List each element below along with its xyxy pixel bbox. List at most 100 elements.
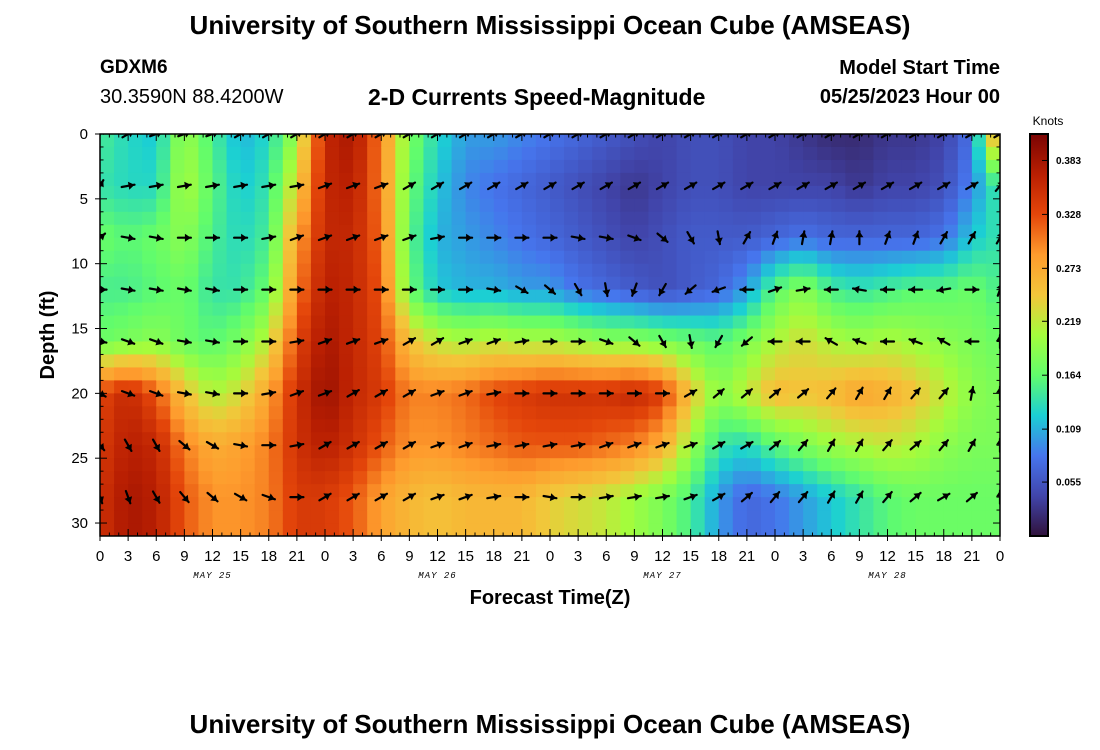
heatmap-cell (465, 354, 481, 369)
heatmap-cell (240, 367, 256, 381)
heatmap-cell (507, 146, 523, 161)
heatmap-cell (831, 159, 846, 174)
heatmap-cell (128, 471, 143, 485)
heatmap-cell (929, 354, 945, 369)
heatmap-cell (142, 432, 157, 446)
heatmap-cell (521, 211, 537, 226)
x-tick-label: 9 (180, 548, 188, 565)
heatmap-cell (817, 146, 832, 161)
heatmap-cell (367, 341, 382, 356)
heatmap-cell (128, 432, 143, 446)
heatmap-cell (296, 263, 312, 278)
heatmap-cell (859, 328, 875, 343)
current-vector-arrow (458, 441, 473, 449)
heatmap-cell (859, 250, 875, 265)
heatmap-cell (339, 406, 354, 420)
heatmap-cell (985, 406, 1000, 420)
heatmap-cell (142, 471, 157, 485)
heatmap-cell (198, 224, 214, 239)
heatmap-cell (296, 523, 312, 536)
heatmap-cell (606, 341, 621, 356)
heatmap-cell (831, 134, 846, 148)
heatmap-cell (845, 159, 860, 174)
heatmap-cell (915, 276, 931, 291)
heatmap-cell (184, 134, 200, 148)
heatmap-cell (634, 497, 650, 511)
current-vector-arrow (598, 441, 614, 449)
heatmap-cell (493, 224, 509, 239)
heatmap-cell (606, 237, 621, 252)
heatmap-cell (859, 341, 875, 356)
heatmap-cell (704, 276, 720, 291)
heatmap-cell (381, 393, 396, 407)
heatmap-cell (325, 471, 340, 485)
heatmap-cell (198, 263, 214, 278)
heatmap-cell (929, 289, 945, 304)
heatmap-cell (254, 393, 270, 407)
heatmap-cell (887, 523, 903, 536)
heatmap-cell (550, 224, 565, 239)
heatmap-cell (634, 211, 650, 226)
heatmap-cell (535, 315, 551, 330)
heatmap-cell (915, 211, 931, 226)
current-vector-arrow (374, 440, 388, 450)
current-vector-arrow (514, 493, 530, 502)
heatmap-cell (775, 523, 790, 536)
heatmap-cell (915, 445, 931, 459)
heatmap-cell (957, 432, 973, 446)
y-tick-label: 10 (71, 256, 88, 273)
heatmap-cell (746, 510, 762, 524)
heatmap-cell (184, 250, 200, 265)
heatmap-cell (395, 276, 410, 291)
heatmap-cell (648, 367, 664, 381)
heatmap-cell (704, 510, 720, 524)
heatmap-cell (282, 159, 298, 174)
heatmap-cell (381, 198, 396, 213)
heatmap-cell (535, 406, 551, 420)
heatmap-cell (662, 159, 678, 174)
heatmap-cell (901, 250, 917, 265)
heatmap-cell (648, 458, 664, 472)
current-vector-arrow (542, 493, 558, 502)
heatmap-cell (606, 263, 621, 278)
heatmap-cell (437, 341, 453, 356)
current-vector-arrow (909, 491, 922, 503)
heatmap-cell (831, 341, 846, 356)
heatmap-cell (114, 211, 129, 226)
y-tick-label: 5 (80, 191, 88, 208)
heatmap-cell (535, 237, 551, 252)
heatmap-cell (760, 211, 776, 226)
heatmap-cell (578, 224, 593, 239)
heatmap-cell (550, 159, 565, 174)
heatmap-cell (212, 159, 228, 174)
heatmap-cell (887, 237, 903, 252)
heatmap-cell (971, 523, 987, 536)
heatmap-cell (353, 263, 368, 278)
heatmap-cell (268, 224, 284, 239)
heatmap-cell (268, 341, 284, 356)
heatmap-cell (296, 367, 312, 381)
heatmap-cell (535, 393, 551, 407)
heatmap-cell (789, 237, 804, 252)
heatmap-cell (395, 445, 410, 459)
station-coordinates: 30.3590N 88.4200W (100, 86, 284, 108)
heatmap-cell (353, 159, 368, 174)
current-vector-arrow (938, 387, 950, 400)
heatmap-cell (929, 341, 945, 356)
heatmap-cell (831, 432, 846, 446)
x-tick-label: 0 (321, 548, 329, 565)
current-vector-arrow (543, 181, 557, 191)
heatmap-cell (648, 445, 664, 459)
heatmap-cell (367, 354, 382, 369)
heatmap-cell (156, 341, 171, 356)
heatmap-cell (704, 134, 720, 148)
heatmap-cell (353, 211, 368, 226)
heatmap-cell (929, 315, 945, 330)
heatmap-cell (578, 198, 593, 213)
heatmap-cell (803, 354, 818, 369)
heatmap-cell (254, 185, 270, 200)
current-vector-arrow (883, 386, 892, 401)
heatmap-cell (564, 250, 579, 265)
current-vector-arrow (261, 493, 276, 501)
heatmap-cell (339, 380, 354, 394)
